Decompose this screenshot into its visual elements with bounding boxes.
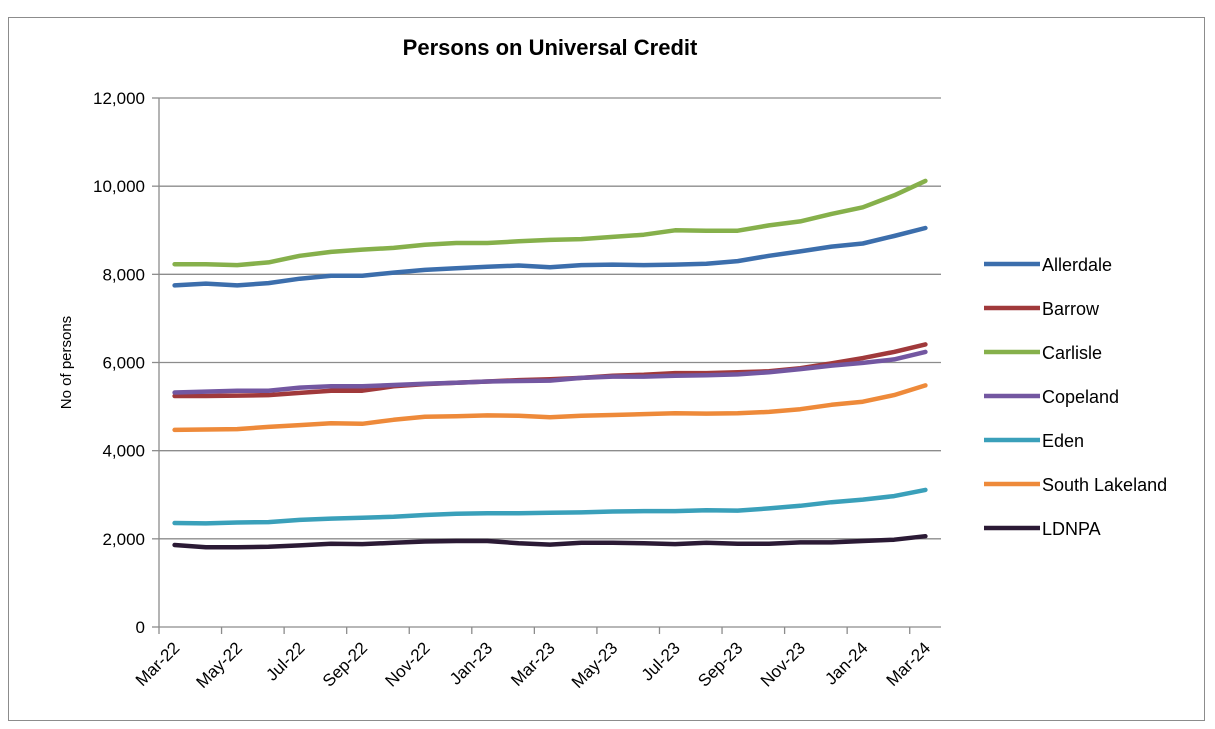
x-tick-label: Jul-23 — [638, 638, 684, 684]
legend: Allerdale Barrow Carlisle Copeland Eden South… — [984, 255, 1167, 539]
x-tick-labels: Mar-22 May-22 Jul-22 Sep-22 Nov-22 Jan-23 Mar-… — [132, 638, 934, 692]
y-tick-label: 6,000 — [102, 354, 145, 373]
x-tick-label: May-22 — [193, 638, 247, 692]
series-line-carlisle — [172, 178, 928, 268]
x-tick-label: Jan-24 — [821, 638, 871, 688]
y-tick-label: 8,000 — [102, 265, 145, 284]
chart-frame: Persons on Universal Credit 0 2,000 4,000 6… — [8, 17, 1205, 721]
chart-title: Persons on Universal Credit — [403, 35, 698, 60]
line-chart: Persons on Universal Credit 0 2,000 4,000 6… — [58, 35, 1167, 692]
series-line-ldnpa — [172, 533, 928, 550]
x-tick-label: Mar-24 — [883, 638, 935, 690]
series-lines — [172, 178, 928, 550]
y-tick-label: 4,000 — [102, 442, 145, 461]
series-line-eden — [172, 487, 928, 526]
gridlines — [152, 97, 941, 628]
legend-label-copeland: Copeland — [1042, 387, 1119, 407]
legend-label-carlisle: Carlisle — [1042, 343, 1102, 363]
y-tick-label: 10,000 — [93, 177, 145, 196]
x-tick-label: Jul-22 — [262, 638, 308, 684]
x-tick-label: May-23 — [568, 638, 622, 692]
x-tick-label: Mar-22 — [132, 638, 184, 690]
x-tick-label: Nov-22 — [382, 638, 434, 690]
series-line-allerdale — [172, 225, 928, 288]
y-tick-labels: 0 2,000 4,000 6,000 8,000 10,000 12,000 — [93, 89, 145, 637]
y-tick-label: 12,000 — [93, 89, 145, 108]
y-tick-label: 2,000 — [102, 530, 145, 549]
legend-label-south-lakeland: South Lakeland — [1042, 475, 1167, 495]
y-tick-label: 0 — [136, 618, 145, 637]
x-tick-label: Sep-22 — [319, 638, 371, 690]
legend-label-ldnpa: LDNPA — [1042, 519, 1101, 539]
x-tick-label: Nov-23 — [757, 638, 809, 690]
series-line-south-lakeland — [172, 383, 928, 433]
legend-label-eden: Eden — [1042, 431, 1084, 451]
legend-label-barrow: Barrow — [1042, 299, 1100, 319]
y-axis-title: No of persons — [58, 316, 75, 409]
x-tick-label: Jan-23 — [446, 638, 496, 688]
series-line-copeland — [172, 349, 928, 395]
x-tick-label: Sep-23 — [694, 638, 746, 690]
axes — [158, 98, 941, 634]
legend-label-allerdale: Allerdale — [1042, 255, 1112, 275]
x-tick-label: Mar-23 — [507, 638, 559, 690]
